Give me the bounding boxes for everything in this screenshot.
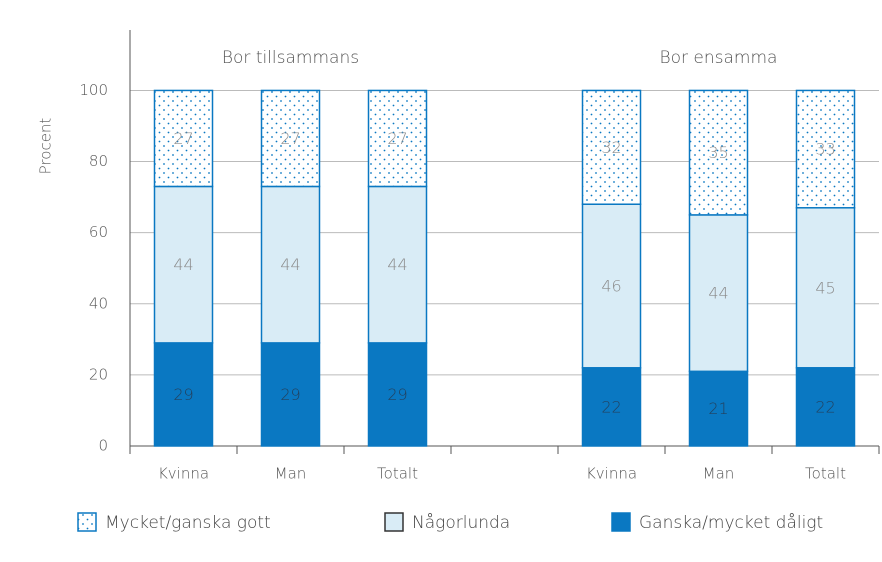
- bar-segment: [581, 89, 642, 205]
- bar-segment: [688, 370, 749, 447]
- y-tick-label: 0: [98, 437, 108, 455]
- bar-segment: [153, 342, 214, 447]
- value-label: 21: [708, 399, 728, 418]
- legend-swatch: [384, 512, 404, 532]
- x-tick-label: Totalt: [805, 465, 846, 483]
- y-axis-label: Procent: [37, 118, 55, 175]
- bar-segment: [581, 203, 642, 369]
- bar-segment: [260, 342, 321, 447]
- value-label: 29: [173, 385, 193, 404]
- bar-segment: [367, 89, 428, 188]
- value-label: 32: [601, 138, 621, 157]
- x-tick-label: Man: [703, 465, 735, 483]
- value-label: 44: [173, 255, 193, 274]
- bar-segment: [795, 367, 856, 447]
- value-label: 29: [280, 385, 300, 404]
- bar-segment: [581, 367, 642, 447]
- value-label: 44: [387, 255, 407, 274]
- legend-label: Någorlunda: [412, 512, 510, 533]
- y-tick-label: 100: [79, 81, 108, 99]
- bar-segment: [260, 185, 321, 344]
- y-tick-label: 80: [89, 152, 108, 170]
- group-label: Bor tillsammans: [222, 48, 359, 68]
- legend-label: Ganska/mycket dåligt: [639, 512, 823, 533]
- value-label: 27: [387, 129, 407, 148]
- value-label: 45: [815, 278, 835, 297]
- value-label: 22: [601, 397, 621, 416]
- legend-swatch: [611, 512, 631, 532]
- bar-segment: [795, 89, 856, 209]
- bar-segment: [795, 207, 856, 369]
- value-label: 44: [708, 284, 728, 303]
- y-tick-label: 60: [89, 223, 108, 241]
- x-tick-label: Totalt: [377, 465, 418, 483]
- bar-segment: [367, 185, 428, 344]
- value-label: 33: [815, 140, 835, 159]
- x-tick-label: Kvinna: [586, 465, 637, 483]
- bar-segment: [688, 89, 749, 216]
- value-label: 22: [815, 397, 835, 416]
- bar-segment: [688, 214, 749, 373]
- value-label: 29: [387, 385, 407, 404]
- value-label: 27: [173, 129, 193, 148]
- group-label: Bor ensamma: [660, 48, 778, 68]
- bar-segment: [260, 89, 321, 188]
- value-label: 44: [280, 255, 300, 274]
- y-tick-label: 20: [89, 365, 108, 383]
- x-tick-label: Man: [275, 465, 307, 483]
- legend-label: Mycket/ganska gott: [105, 513, 271, 533]
- value-label: 46: [601, 277, 621, 296]
- value-label: 27: [280, 129, 300, 148]
- bar-segment: [153, 89, 214, 188]
- legend-swatch: [77, 512, 97, 532]
- x-tick-label: Kvinna: [158, 465, 209, 483]
- value-label: 35: [708, 143, 728, 162]
- bar-segment: [153, 185, 214, 344]
- y-tick-label: 40: [89, 294, 108, 312]
